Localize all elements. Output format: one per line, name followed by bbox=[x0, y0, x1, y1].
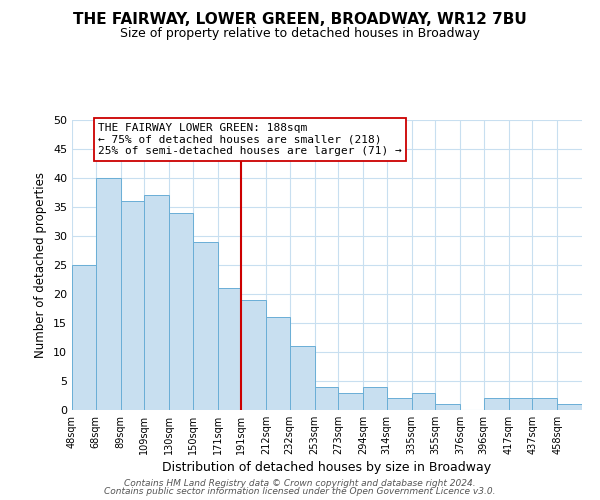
Bar bbox=[290, 346, 314, 410]
Bar bbox=[484, 398, 509, 410]
Bar bbox=[193, 242, 218, 410]
Bar bbox=[557, 404, 582, 410]
Bar bbox=[241, 300, 266, 410]
Bar bbox=[144, 196, 169, 410]
Bar bbox=[169, 213, 193, 410]
Bar bbox=[72, 265, 95, 410]
Bar bbox=[218, 288, 241, 410]
Text: Contains HM Land Registry data © Crown copyright and database right 2024.: Contains HM Land Registry data © Crown c… bbox=[124, 478, 476, 488]
Bar bbox=[387, 398, 412, 410]
Bar bbox=[121, 201, 144, 410]
Y-axis label: Number of detached properties: Number of detached properties bbox=[34, 172, 47, 358]
Bar bbox=[509, 398, 532, 410]
Bar bbox=[314, 387, 338, 410]
Bar bbox=[266, 317, 290, 410]
Text: Contains public sector information licensed under the Open Government Licence v3: Contains public sector information licen… bbox=[104, 487, 496, 496]
Bar bbox=[435, 404, 460, 410]
Bar bbox=[95, 178, 121, 410]
Text: THE FAIRWAY, LOWER GREEN, BROADWAY, WR12 7BU: THE FAIRWAY, LOWER GREEN, BROADWAY, WR12… bbox=[73, 12, 527, 28]
Bar bbox=[338, 392, 363, 410]
Bar bbox=[363, 387, 387, 410]
Bar bbox=[412, 392, 435, 410]
Bar bbox=[532, 398, 557, 410]
Text: THE FAIRWAY LOWER GREEN: 188sqm
← 75% of detached houses are smaller (218)
25% o: THE FAIRWAY LOWER GREEN: 188sqm ← 75% of… bbox=[98, 123, 402, 156]
Text: Size of property relative to detached houses in Broadway: Size of property relative to detached ho… bbox=[120, 28, 480, 40]
X-axis label: Distribution of detached houses by size in Broadway: Distribution of detached houses by size … bbox=[163, 461, 491, 474]
